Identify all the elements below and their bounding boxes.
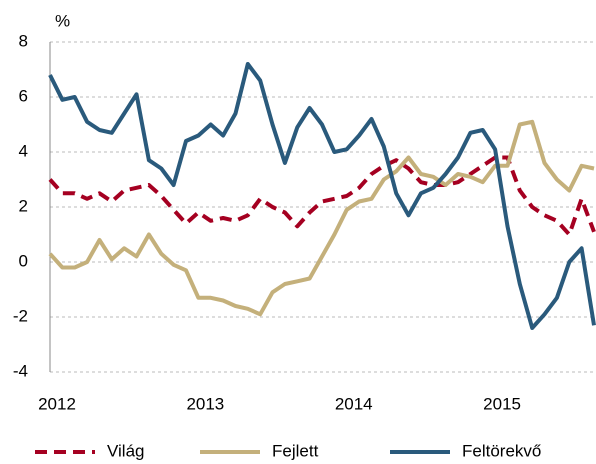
line-series: [48, 62, 596, 330]
legend-label: Feltörekvő: [462, 441, 541, 460]
x-tick-label: 2014: [335, 394, 373, 413]
x-tick-label: 2012: [38, 394, 76, 413]
y-tick-label: -4: [13, 361, 28, 380]
y-axis-label: %: [55, 11, 70, 30]
line-series: [48, 155, 596, 237]
legend-label: Világ: [107, 441, 145, 460]
y-tick-label: -2: [13, 306, 28, 325]
legend-label: Fejlett: [272, 441, 319, 460]
line-series: [48, 119, 595, 317]
y-tick-label: 0: [19, 251, 28, 270]
x-tick-label: 2013: [186, 394, 224, 413]
y-tick-label: 8: [19, 31, 28, 50]
y-tick-label: 2: [19, 196, 28, 215]
y-tick-label: 6: [19, 86, 28, 105]
y-tick-label: 4: [19, 141, 28, 160]
x-tick-label: 2015: [483, 394, 521, 413]
